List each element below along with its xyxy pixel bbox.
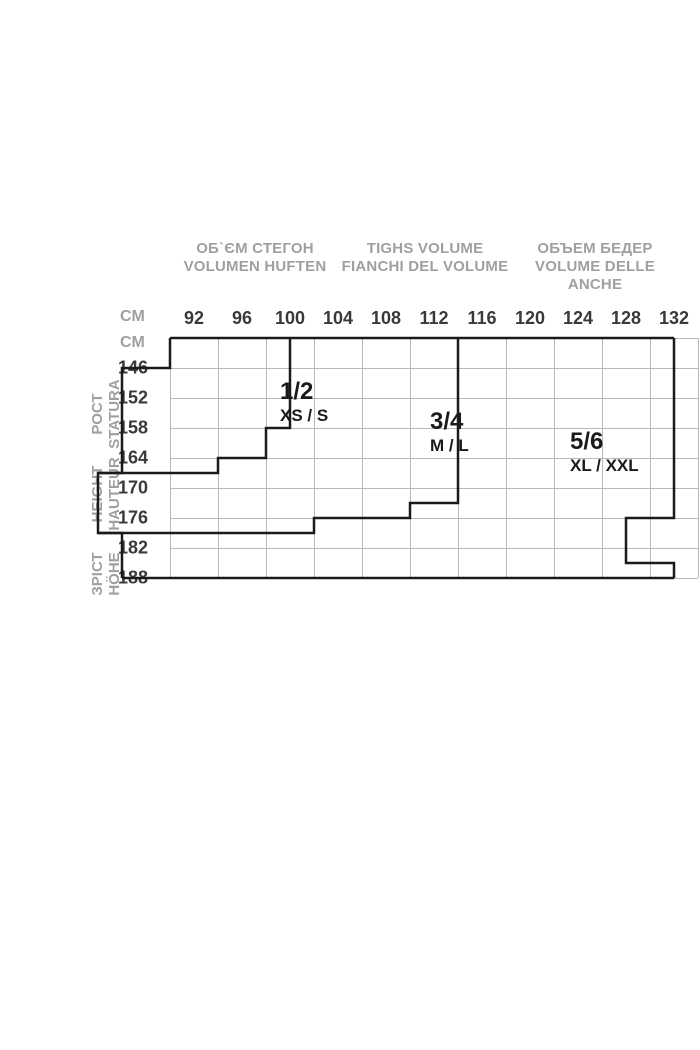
x-tick: 116	[467, 308, 496, 329]
region-label-xl-xxl: 5/6XL / XXL	[570, 428, 639, 475]
size-chart: ОБ`ЄМ СТЕГОН VOLUMEN HUFTEN TIGHS VOLUME…	[20, 240, 680, 338]
region-label-m-l: 3/4M / L	[430, 408, 469, 455]
x-tick: 96	[232, 308, 252, 329]
x-header-3-line1: ОБЪЕМ БЕДЕР	[537, 240, 652, 257]
region-label-xs-s: 1/2XS / S	[280, 378, 328, 425]
x-tick: 124	[563, 308, 593, 329]
x-header-3: ОБЪЕМ БЕДЕР VOLUME DELLE ANCHE	[510, 240, 680, 294]
x-axis-headers: ОБ`ЄМ СТЕГОН VOLUMEN HUFTEN TIGHS VOLUME…	[170, 240, 680, 294]
y-header: РОСТSTATURA	[90, 379, 123, 448]
grid: 1/2XS / S 3/4M / L 5/6XL / XXL	[170, 338, 698, 578]
x-tick: 104	[323, 308, 353, 329]
y-axis-unit: CM	[120, 334, 145, 352]
x-tick: 108	[371, 308, 401, 329]
x-tick: 128	[611, 308, 641, 329]
grid-vline	[698, 338, 699, 578]
x-tick: 100	[275, 308, 305, 329]
x-header-2-line2: FIANCHI DEL VOLUME	[342, 258, 509, 275]
x-header-2-line1: TIGHS VOLUME	[367, 240, 484, 257]
x-header-1: ОБ`ЄМ СТЕГОН VOLUMEN HUFTEN	[170, 240, 340, 294]
x-tick: 120	[515, 308, 545, 329]
x-header-3-line2: VOLUME DELLE ANCHE	[535, 258, 655, 293]
x-header-2: TIGHS VOLUME FIANCHI DEL VOLUME	[340, 240, 510, 294]
x-tick: 92	[184, 308, 204, 329]
x-axis: CM 9296100104108112116120124128132	[100, 308, 680, 334]
x-header-1-line2: VOLUMEN HUFTEN	[184, 258, 327, 275]
x-tick: 112	[419, 308, 448, 329]
y-header: HEIGHTHAUTEUR	[90, 457, 123, 530]
x-header-1-line1: ОБ`ЄМ СТЕГОН	[196, 240, 314, 257]
x-tick: 132	[659, 308, 689, 329]
x-axis-unit: CM	[120, 308, 145, 326]
y-header: ЗРІСТHÖHE	[90, 552, 123, 595]
